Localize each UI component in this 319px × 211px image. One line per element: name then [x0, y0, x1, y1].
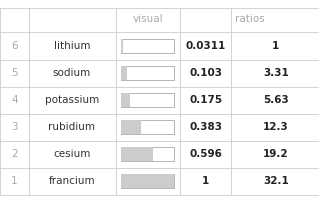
- Text: 1: 1: [272, 41, 279, 51]
- Bar: [121, 66, 127, 80]
- Bar: [121, 147, 174, 161]
- Text: 3.31: 3.31: [263, 68, 289, 78]
- Text: lithium: lithium: [54, 41, 90, 51]
- Bar: [121, 120, 141, 134]
- Text: 3: 3: [11, 122, 18, 132]
- Text: 2: 2: [11, 149, 18, 159]
- Text: ratios: ratios: [235, 14, 264, 24]
- Text: 5: 5: [11, 68, 18, 78]
- Bar: [121, 39, 123, 53]
- Text: cesium: cesium: [53, 149, 91, 159]
- Bar: [121, 93, 174, 107]
- Text: 1: 1: [11, 176, 18, 186]
- Text: visual: visual: [132, 14, 163, 24]
- Text: 1: 1: [202, 176, 209, 186]
- Bar: [121, 39, 174, 53]
- Text: 0.383: 0.383: [189, 122, 222, 132]
- Text: 32.1: 32.1: [263, 176, 289, 186]
- Bar: [121, 174, 174, 188]
- Text: 5.63: 5.63: [263, 95, 289, 105]
- Text: 6: 6: [11, 41, 18, 51]
- Text: sodium: sodium: [53, 68, 91, 78]
- Text: 0.175: 0.175: [189, 95, 222, 105]
- Text: 0.0311: 0.0311: [186, 41, 226, 51]
- Bar: [121, 147, 152, 161]
- Text: 12.3: 12.3: [263, 122, 289, 132]
- Bar: [121, 174, 174, 188]
- Text: 19.2: 19.2: [263, 149, 289, 159]
- Text: 0.103: 0.103: [189, 68, 222, 78]
- Bar: [121, 66, 174, 80]
- Text: potassium: potassium: [45, 95, 99, 105]
- Text: 0.596: 0.596: [189, 149, 222, 159]
- Text: rubidium: rubidium: [48, 122, 95, 132]
- Text: francium: francium: [48, 176, 95, 186]
- Bar: [121, 120, 174, 134]
- Text: 4: 4: [11, 95, 18, 105]
- Bar: [121, 93, 130, 107]
